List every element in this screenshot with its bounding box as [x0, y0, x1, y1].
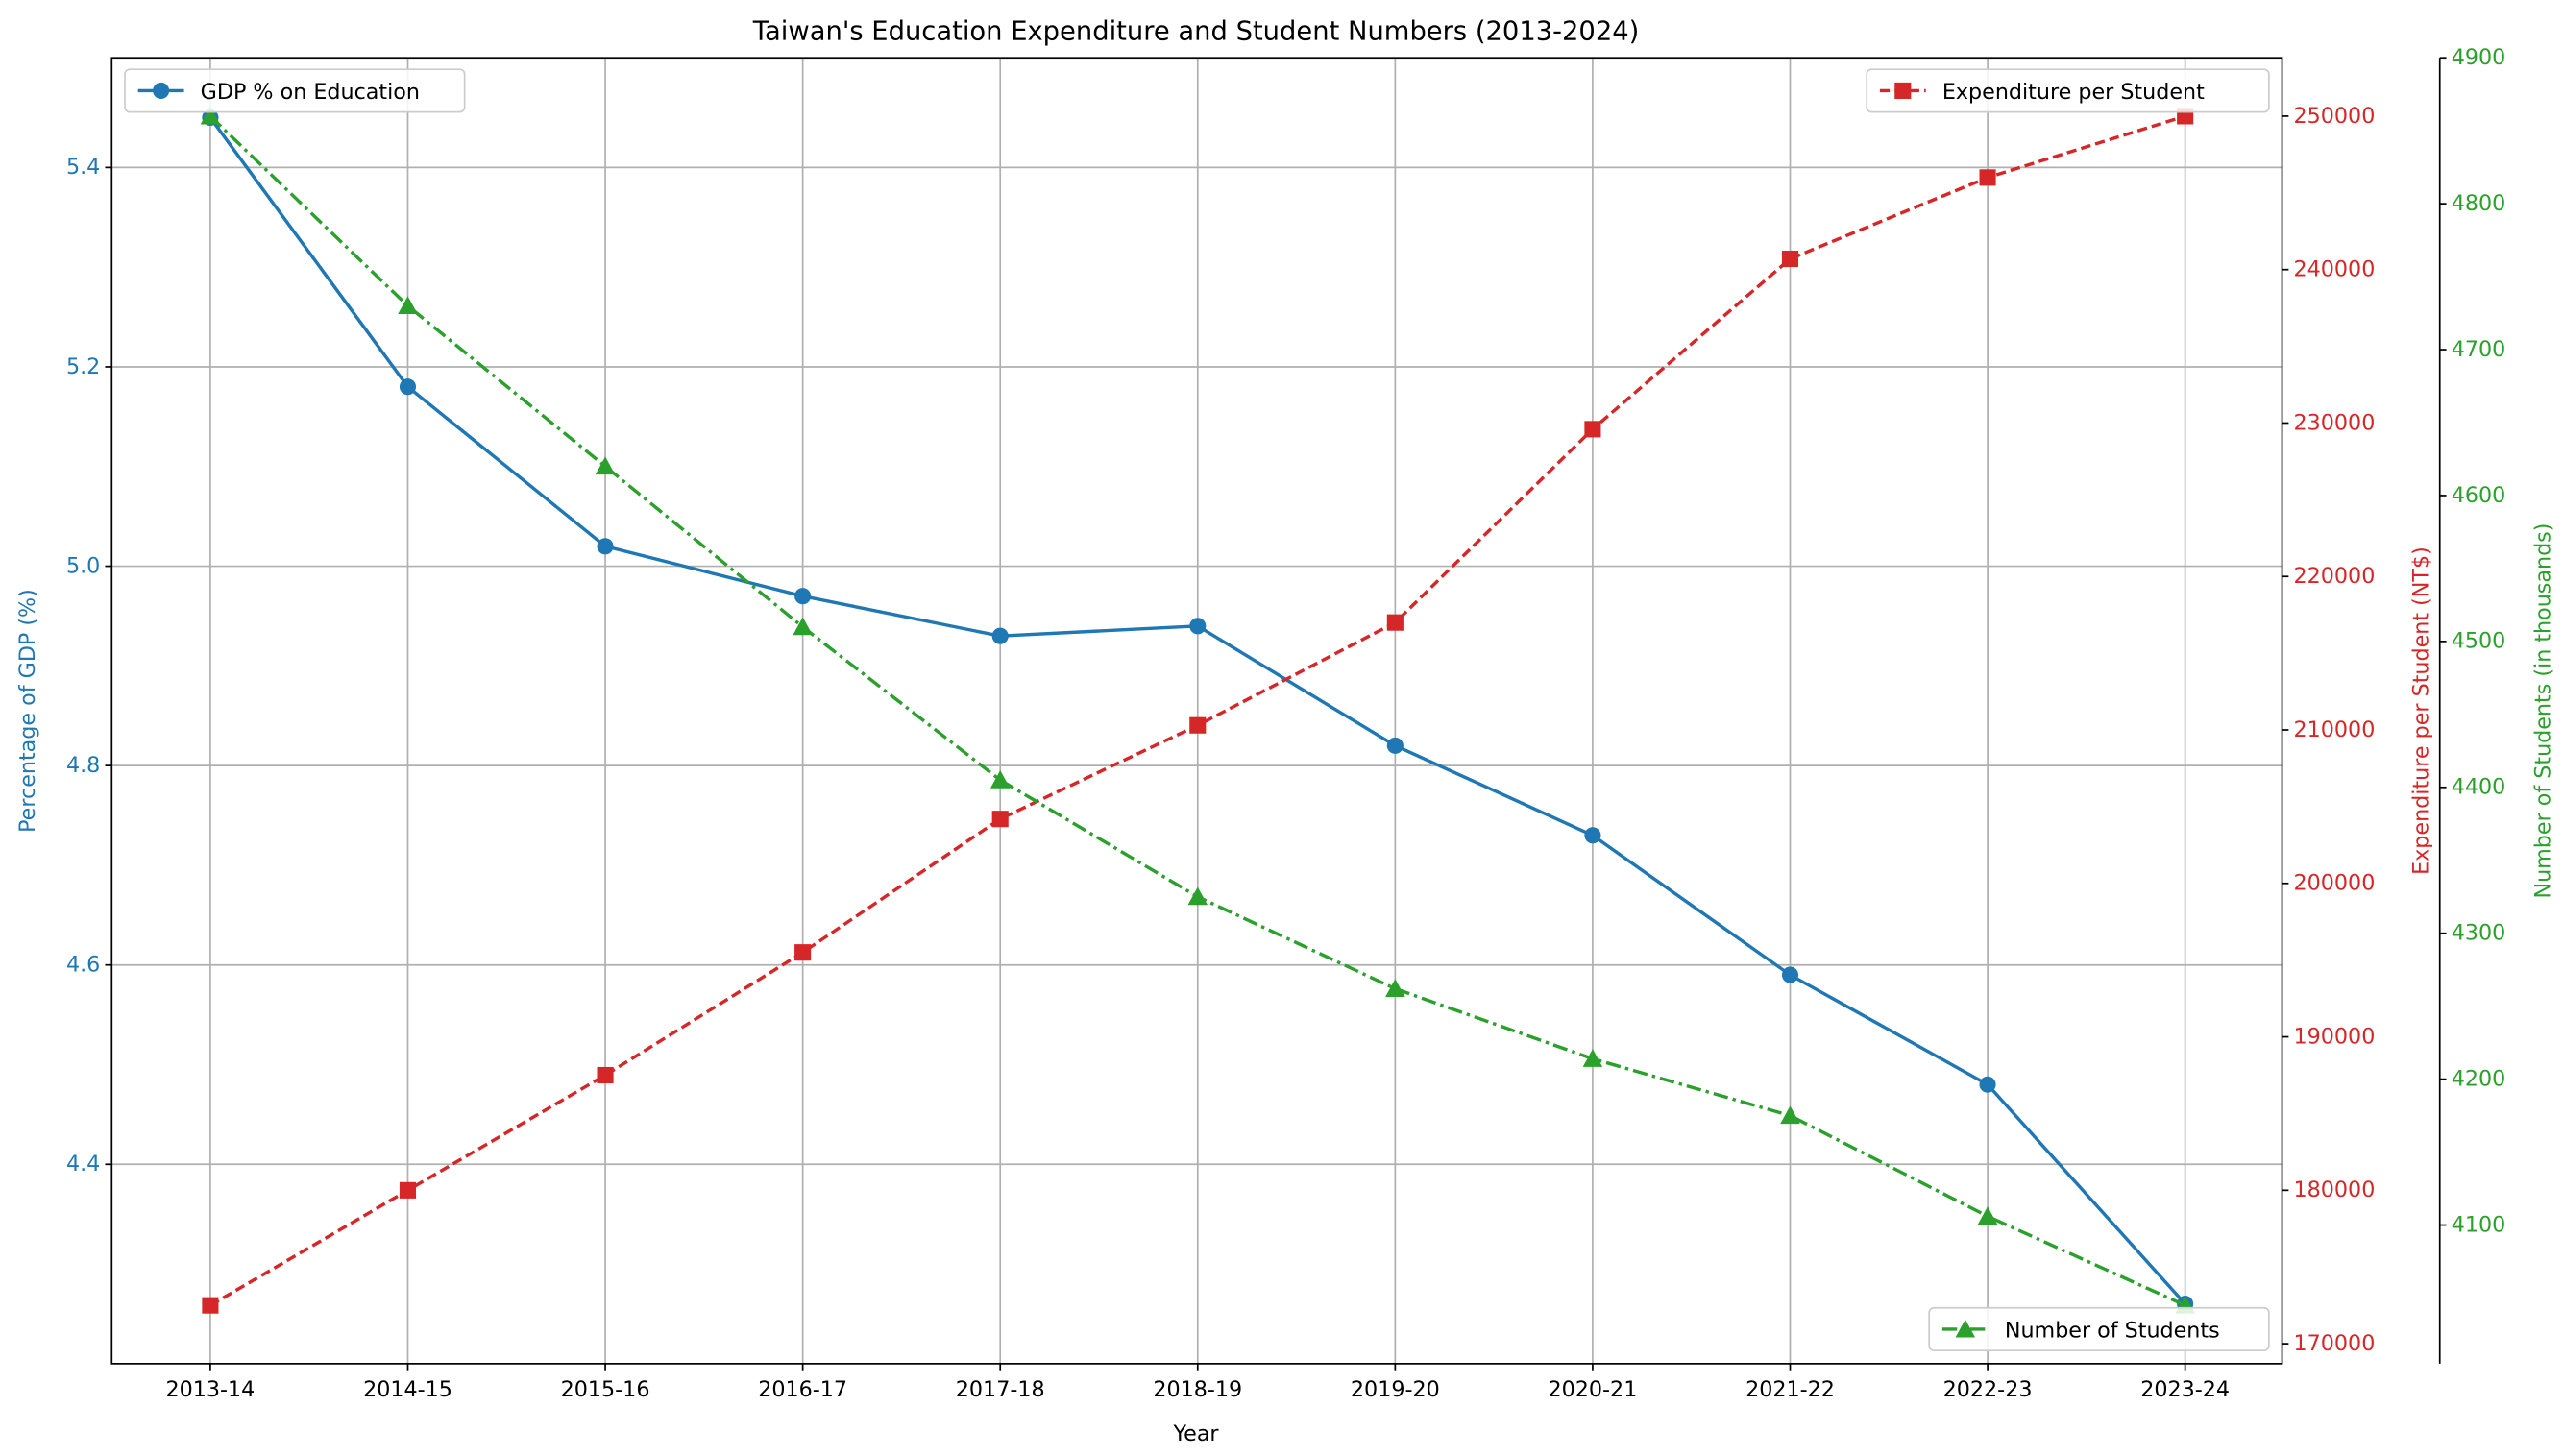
students-y-tick-label: 4800	[2452, 191, 2506, 216]
expenditure-per-student-point	[399, 1181, 417, 1199]
x-axis-label: Year	[1173, 1421, 1220, 1446]
x-tick-label: 2018-19	[1153, 1377, 1242, 1402]
students-y-tick-label: 4100	[2452, 1212, 2506, 1237]
legend-label: Number of Students	[2005, 1319, 2220, 1344]
students-y-tick-label: 4700	[2452, 337, 2506, 362]
expenditure-per-student-point	[1781, 250, 1799, 268]
chart-title: Taiwan's Education Expenditure and Stude…	[752, 16, 1640, 46]
gdp-on-education-point	[1189, 618, 1207, 635]
left-y-tick-label: 5.2	[66, 354, 100, 379]
plot-frame	[110, 57, 2283, 1365]
number-of-students-point	[1187, 886, 1208, 906]
x-tick-label: 2013-14	[165, 1377, 255, 1402]
expenditure-per-student-point	[1979, 169, 1996, 186]
number-of-students-point	[989, 769, 1011, 789]
number-of-students-point	[1977, 1206, 1998, 1225]
gdp-on-education-legend-marker	[153, 82, 170, 99]
number-of-students-point	[1385, 979, 1405, 997]
number-of-students-point	[1582, 1049, 1603, 1067]
right-y-tick-label: 180000	[2294, 1177, 2376, 1202]
expenditure-per-student-point	[991, 811, 1009, 828]
left-y-tick-label: 4.8	[66, 753, 100, 778]
x-tick-label: 2014-15	[363, 1377, 452, 1402]
left-y-tick-label: 4.6	[66, 953, 100, 978]
left-y-axis-label: Percentage of GDP (%)	[15, 589, 40, 833]
left-y-tick-label: 5.0	[66, 553, 100, 578]
left-y-tick-label: 4.4	[66, 1152, 100, 1177]
students-y-axis-label: Number of Students (in thousands)	[2530, 523, 2555, 899]
right-y-tick-label: 250000	[2294, 104, 2376, 129]
legend-label: Expenditure per Student	[1942, 80, 2205, 105]
right-y-tick-label: 170000	[2294, 1331, 2376, 1356]
number-of-students-point	[398, 296, 418, 315]
number-of-students-legend-marker	[1955, 1319, 1976, 1338]
expenditure-per-student-point	[1189, 716, 1207, 734]
expenditure-per-student-point	[1386, 614, 1404, 631]
students-y-tick-label: 4500	[2452, 629, 2506, 654]
right-y-axis-label: Expenditure per Student (NT$)	[2409, 546, 2434, 875]
number-of-students-point	[200, 106, 221, 125]
legend-label: GDP % on Education	[201, 80, 420, 105]
number-of-students-point	[595, 456, 616, 475]
x-tick-label: 2022-23	[1943, 1377, 2033, 1402]
x-tick-label: 2019-20	[1351, 1377, 1440, 1402]
students-y-tick-label: 4400	[2452, 775, 2506, 800]
x-tick-label: 2016-17	[758, 1377, 847, 1402]
gdp-on-education-point	[794, 588, 812, 605]
gdp-on-education-point	[1584, 827, 1601, 844]
left-y-tick-label: 5.4	[66, 155, 100, 180]
students-y-tick-label: 4900	[2452, 45, 2506, 70]
expenditure-per-student-point	[1584, 421, 1601, 438]
right-y-tick-label: 240000	[2294, 257, 2376, 282]
number-of-students-point	[1780, 1105, 1800, 1125]
gdp-on-education-point	[1386, 737, 1404, 754]
x-tick-label: 2021-22	[1745, 1377, 1835, 1402]
x-tick-label: 2017-18	[956, 1377, 1045, 1402]
right-y-tick-label: 230000	[2294, 410, 2376, 435]
gdp-on-education-point	[399, 378, 417, 396]
expenditure-per-student-point	[794, 944, 812, 961]
number-of-students-legend: Number of Students	[1928, 1306, 2270, 1352]
right-y-tick-label: 200000	[2294, 871, 2376, 896]
x-tick-label: 2020-21	[1549, 1377, 1638, 1402]
students-y-tick-label: 4600	[2452, 483, 2506, 508]
right-y-tick-label: 220000	[2294, 564, 2376, 589]
right-y-tick-label: 190000	[2294, 1024, 2376, 1049]
students-y-tick-label: 4300	[2452, 921, 2506, 946]
x-tick-label: 2015-16	[561, 1377, 650, 1402]
students-y-tick-label: 4200	[2452, 1066, 2506, 1091]
expenditure-per-student-legend: Expenditure per Student	[1866, 68, 2270, 113]
expenditure-per-student-point	[597, 1066, 614, 1084]
gdp-on-education-point	[1979, 1076, 1996, 1093]
right-y-tick-label: 210000	[2294, 717, 2376, 742]
gdp-on-education-legend: GDP % on Education	[124, 68, 466, 113]
expenditure-per-student-point	[202, 1297, 219, 1314]
expenditure-per-student-legend-marker	[1894, 82, 1912, 99]
gdp-on-education-point	[991, 627, 1009, 644]
gdp-on-education-point	[1781, 966, 1799, 983]
gdp-on-education-point	[597, 538, 614, 555]
number-of-students-point	[793, 617, 813, 636]
x-tick-label: 2023-24	[2140, 1377, 2230, 1402]
